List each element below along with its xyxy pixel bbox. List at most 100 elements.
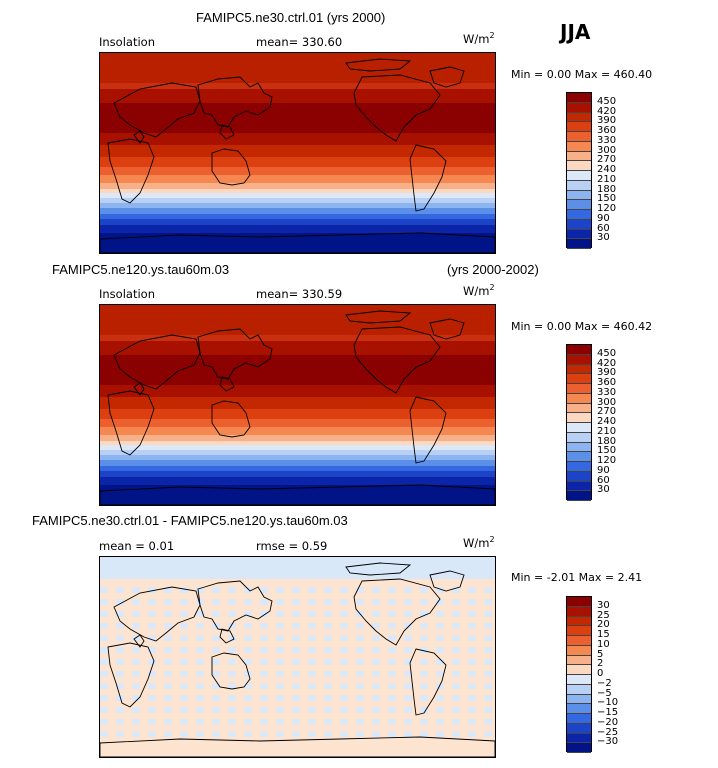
panel3-colorbar-swatch: [567, 606, 591, 617]
panel2-colorbar-tick-label: 150: [597, 445, 617, 457]
panel1-colorbar-tick-label: 60: [597, 222, 610, 234]
panel2-colorbar-tick-label: 420: [597, 357, 617, 369]
panel1-colorbar-tick-label: 360: [597, 125, 617, 136]
panel1-map: [99, 52, 496, 254]
panel3-colorbar-swatch: [567, 684, 591, 695]
panel3-colorbar-tick-label: 25: [597, 609, 610, 621]
panel3-colorbar-swatch: [567, 704, 591, 714]
panel2-colorbar-swatch: [567, 413, 591, 423]
panel1-colorbar-swatch: [567, 171, 591, 181]
panel1-colorbar-swatch: [567, 229, 591, 240]
panel3-colorbar-tick-label: −2: [597, 677, 612, 689]
panel2-minmax: Min = 0.00 Max = 460.42: [511, 320, 653, 333]
panel3-colorbar: [566, 596, 592, 753]
panel2-colorbar-tick-label: 240: [597, 416, 617, 427]
panel2-map: [99, 304, 496, 506]
panel2-colorbar-tick-label: 120: [597, 455, 617, 466]
panel2-colorbar-tick-label: 330: [597, 386, 617, 398]
panel3-colorbar-tick-label: −15: [597, 707, 619, 718]
season-label: JJA: [560, 20, 591, 44]
panel1-minmax: Min = 0.00 Max = 460.40: [511, 68, 653, 81]
panel1-colorbar-swatch: [567, 112, 591, 123]
panel1-colorbar-swatch: [567, 210, 591, 220]
panel2-colorbar-swatch: [567, 481, 591, 492]
panel1-colorbar-swatch: [567, 219, 591, 230]
panel2-colorbar-swatch: [567, 393, 591, 404]
panel3-units: W/m2: [463, 535, 495, 550]
panel1-mean: mean= 330.60: [256, 35, 343, 49]
panel2-field-label: Insolation: [99, 287, 155, 301]
panel3-colorbar-swatch: [567, 694, 591, 705]
panel3-map: [99, 556, 496, 758]
panel1-colorbar: [566, 92, 592, 249]
panel2-colorbar: [566, 344, 592, 501]
panel1-field-label: Insolation: [99, 35, 155, 49]
panel2-colorbar-swatch: [567, 462, 591, 472]
panel2-colorbar-swatch: [567, 384, 591, 394]
panel1-colorbar-tick-label: 120: [597, 203, 617, 214]
panel1-colorbar-tick-label: 450: [597, 95, 617, 107]
panel2-colorbar-swatch: [567, 452, 591, 462]
panel3-title: FAMIPC5.ne30.ctrl.01 - FAMIPC5.ne120.ys.…: [32, 513, 348, 528]
panel2-colorbar-tick-label: 450: [597, 347, 617, 359]
panel3-colorbar-tick-label: 2: [597, 658, 604, 670]
panel1-colorbar-tick-label: 330: [597, 134, 617, 146]
panel3-colorbar-tick-label: −30: [597, 736, 619, 748]
panel1-colorbar-tick-label: 210: [597, 173, 617, 185]
panel1-colorbar-tick-label: 390: [597, 115, 617, 127]
panel3-colorbar-tick-label: 0: [597, 668, 604, 679]
panel2-colorbar-swatch: [567, 364, 591, 375]
panel3-rmse: rmse = 0.59: [256, 539, 328, 553]
panel3-colorbar-swatch: [567, 675, 591, 685]
panel1-title: FAMIPC5.ne30.ctrl.01 (yrs 2000): [196, 10, 386, 25]
panel2-colorbar-tick-label: 390: [597, 367, 617, 379]
panel3-colorbar-tick-label: 15: [597, 629, 610, 640]
panel1-colorbar-tick-label: 90: [597, 212, 610, 224]
panel2-colorbar-tick-label: 90: [597, 464, 610, 476]
panel3-colorbar-tick-label: −25: [597, 726, 619, 738]
panel3-minmax: Min = -2.01 Max = 2.41: [511, 571, 643, 584]
panel2-colorbar-tick-label: 270: [597, 406, 617, 418]
panel3-colorbar-swatch: [567, 626, 591, 636]
panel1-colorbar-swatch: [567, 200, 591, 210]
panel2-title: FAMIPC5.ne120.ys.tau60m.03: [52, 262, 230, 277]
panel2-colorbar-tick-label: 60: [597, 474, 610, 486]
panel3-colorbar-swatch: [567, 636, 591, 646]
panel1-colorbar-tick-label: 180: [597, 183, 617, 195]
panel1-units: W/m2: [463, 31, 495, 46]
panel2-colorbar-tick-label: 180: [597, 435, 617, 447]
panel2-colorbar-swatch: [567, 432, 591, 443]
panel3-colorbar-swatch: [567, 723, 591, 734]
panel3-colorbar-tick-label: 5: [597, 648, 604, 660]
panel2-colorbar-tick-label: 300: [597, 396, 617, 408]
panel3-colorbar-swatch: [567, 645, 591, 656]
panel1-colorbar-swatch: [567, 161, 591, 171]
panel1-colorbar-swatch: [567, 102, 591, 113]
panel3-colorbar-swatch: [567, 665, 591, 675]
panel2-colorbar-tick-label: 360: [597, 377, 617, 388]
panel1-colorbar-tick-label: 270: [597, 154, 617, 166]
panel3-colorbar-swatch: [567, 743, 591, 753]
panel3-colorbar-swatch: [567, 616, 591, 627]
panel1-colorbar-tick-label: 420: [597, 105, 617, 117]
panel2-colorbar-swatch: [567, 423, 591, 433]
panel2-colorbar-swatch: [567, 442, 591, 453]
panel2-colorbar-swatch: [567, 403, 591, 414]
panel2-colorbar-swatch: [567, 471, 591, 482]
panel3-colorbar-swatch: [567, 733, 591, 744]
panel3-colorbar-tick-label: 10: [597, 638, 610, 650]
panel3-colorbar-swatch: [567, 597, 591, 607]
panel3-colorbar-tick-label: −5: [597, 687, 612, 699]
panel2-mean: mean= 330.59: [256, 287, 343, 301]
panel2-colorbar-tick-label: 210: [597, 425, 617, 437]
panel2-years: (yrs 2000-2002): [447, 262, 539, 277]
panel2-colorbar-swatch: [567, 374, 591, 384]
panel2-units: W/m2: [463, 283, 495, 298]
panel1-colorbar-swatch: [567, 93, 591, 103]
panel1-colorbar-swatch: [567, 190, 591, 201]
panel1-colorbar-swatch: [567, 122, 591, 132]
panel1-colorbar-swatch: [567, 132, 591, 142]
panel1-colorbar-swatch: [567, 180, 591, 191]
panel2-colorbar-swatch: [567, 345, 591, 355]
panel3-colorbar-tick-label: 30: [597, 599, 610, 611]
